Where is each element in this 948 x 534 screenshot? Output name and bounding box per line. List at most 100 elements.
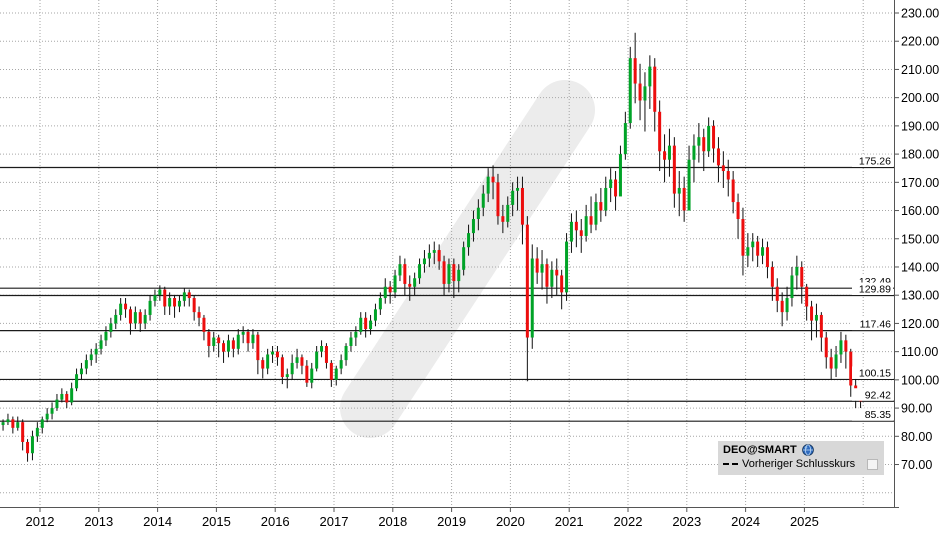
candle-up	[40, 419, 44, 428]
price-axis-label: 190.00	[901, 119, 939, 133]
price-axis-label: 150.00	[901, 232, 939, 246]
candle-down	[231, 340, 235, 349]
candle-up	[241, 331, 245, 335]
candle-down	[65, 393, 69, 403]
candle-up	[50, 408, 54, 414]
candle-down	[501, 216, 505, 222]
candle-down	[741, 219, 745, 256]
candle-up	[481, 193, 485, 208]
candle-up	[114, 314, 118, 324]
candle-up	[432, 250, 436, 253]
candle-up	[75, 374, 79, 389]
candle-up	[569, 221, 573, 242]
price-axis-label: 90.00	[901, 402, 932, 416]
candle-down	[192, 298, 196, 313]
candle-up	[6, 419, 10, 423]
candle-down	[736, 202, 740, 220]
candle-up	[226, 340, 230, 352]
candle-down	[256, 334, 260, 361]
candle-up	[315, 351, 319, 369]
candle-up	[79, 368, 83, 375]
price-level-label-bg	[852, 282, 893, 296]
price-axis-label: 140.00	[901, 260, 939, 274]
candle-up	[751, 241, 755, 248]
candle-down	[560, 275, 564, 293]
candle-up	[290, 362, 294, 375]
candle-up	[540, 264, 544, 273]
candle-down	[819, 314, 823, 338]
candle-down	[682, 187, 686, 211]
candle-down	[197, 312, 201, 318]
candle-down	[555, 269, 559, 276]
candle-down	[702, 137, 706, 152]
candle-up	[834, 354, 838, 369]
candle-up	[839, 340, 843, 355]
candle-down	[731, 179, 735, 203]
instrument-label: DEO@SMART	[723, 444, 797, 456]
candle-down	[261, 360, 265, 369]
year-axis-label: 2016	[261, 514, 290, 529]
candle-down	[124, 303, 128, 310]
candle-up	[60, 393, 64, 400]
candle-up	[648, 66, 652, 87]
candle-up	[378, 298, 382, 310]
candle-down	[388, 286, 392, 293]
price-level-label-bg	[852, 366, 893, 379]
candle-down	[844, 340, 848, 352]
candle-down	[329, 362, 333, 380]
candle-down	[579, 230, 583, 236]
year-axis-label: 2014	[143, 514, 172, 529]
price-level-label-bg	[852, 388, 893, 401]
candle-down	[535, 258, 539, 273]
candle-up	[609, 179, 613, 188]
candle-up	[643, 86, 647, 101]
candle-down	[496, 182, 500, 217]
candle-up	[687, 159, 691, 211]
candle-down	[222, 343, 226, 352]
candle-up	[70, 388, 74, 403]
candle-up	[476, 207, 480, 220]
year-axis-label: 2012	[26, 514, 55, 529]
candle-down	[599, 202, 603, 211]
candle-up	[153, 295, 157, 301]
candle-up	[584, 216, 588, 236]
candle-up	[618, 154, 622, 197]
candle-up	[761, 247, 765, 256]
price-level-label-bg	[852, 317, 893, 331]
candle-up	[422, 258, 426, 265]
candle-down	[452, 264, 456, 282]
candle-down	[207, 331, 211, 346]
candle-up	[109, 323, 113, 332]
candle-down	[756, 241, 760, 256]
candle-down	[658, 111, 662, 152]
candle-up	[471, 219, 475, 234]
year-axis-label: 2021	[555, 514, 584, 529]
candle-down	[849, 351, 853, 386]
candle-up	[89, 354, 93, 361]
year-axis-label: 2025	[790, 514, 819, 529]
candle-up	[251, 334, 255, 344]
legend-series-row: Vorheriger Schlusskurs	[718, 456, 884, 470]
legend-checkbox[interactable]	[867, 459, 878, 470]
candle-down	[638, 83, 642, 101]
year-axis-label: 2023	[672, 514, 701, 529]
price-level-label: 100.15	[859, 367, 891, 379]
candle-up	[104, 331, 108, 341]
candle-up	[550, 269, 554, 287]
year-axis-label: 2020	[496, 514, 525, 529]
price-level-label-bg	[852, 408, 893, 421]
candle-down	[810, 306, 814, 321]
candle-up	[35, 427, 39, 437]
candle-down	[138, 312, 142, 324]
candle-down	[525, 224, 529, 338]
candle-up	[84, 360, 88, 369]
price-axis-label: 170.00	[901, 176, 939, 190]
candle-down	[163, 289, 167, 307]
candle-up	[530, 258, 534, 338]
price-axis-label: 70.00	[901, 458, 932, 472]
candle-down	[403, 264, 407, 284]
candle-up	[692, 145, 696, 160]
price-axis-label: 110.00	[901, 345, 938, 359]
